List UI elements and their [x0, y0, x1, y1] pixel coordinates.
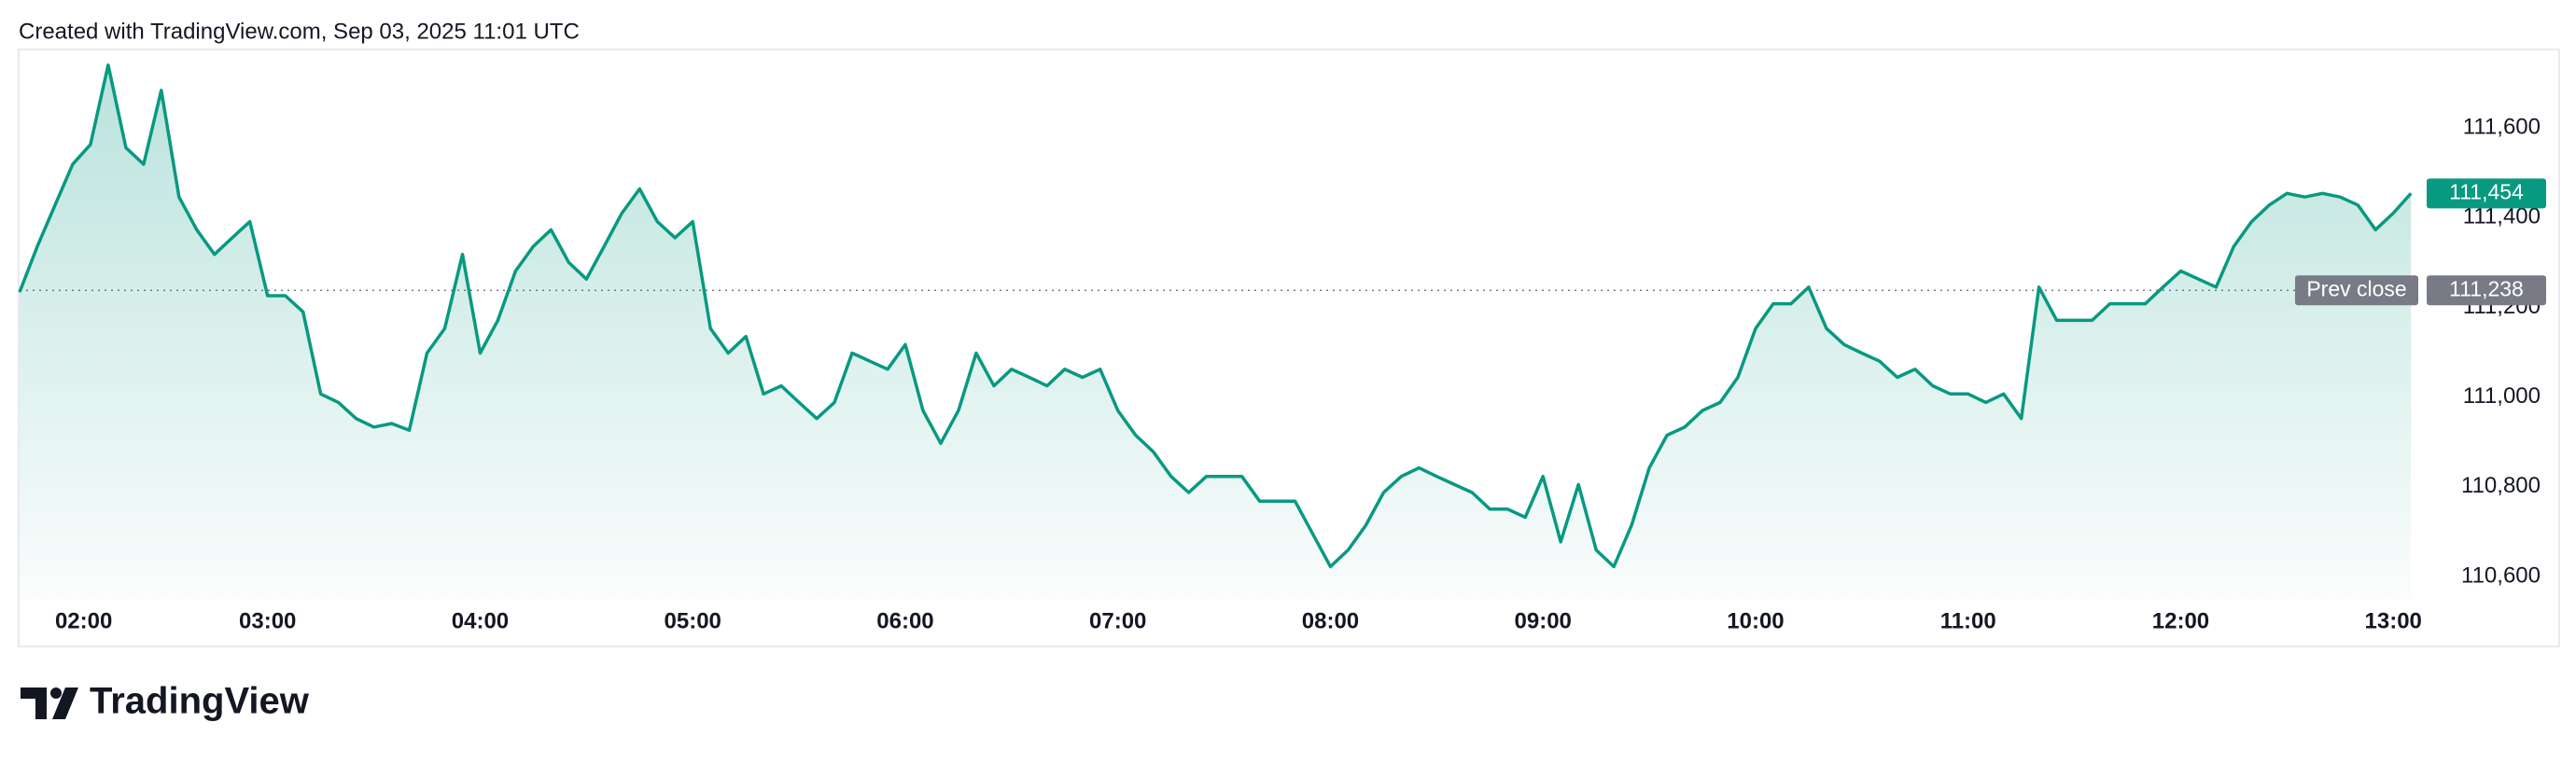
logo[interactable]: TradingView	[21, 681, 310, 722]
y-tick-label: 110,800	[2461, 473, 2541, 498]
x-tick-label: 10:00	[1727, 608, 1784, 633]
x-tick-label: 09:00	[1515, 608, 1572, 633]
last-price-tag	[2427, 178, 2546, 209]
x-tick-label: 02:00	[55, 608, 112, 633]
y-tick-label: 110,600	[2461, 563, 2541, 588]
y-tick-label: 111,600	[2463, 114, 2541, 139]
logo-icon	[21, 688, 47, 719]
prev-close-value: 111,238	[2449, 276, 2524, 300]
last-price-value: 111,454	[2449, 179, 2524, 203]
prev-close-value-tag	[2427, 275, 2546, 306]
x-tick-label: 04:00	[452, 608, 509, 633]
price-line	[18, 63, 2413, 569]
x-tick-label: 11:00	[1940, 608, 1996, 633]
x-tick-label: 06:00	[876, 608, 933, 633]
chart-frame	[18, 49, 2560, 647]
x-tick-label: 13:00	[2365, 608, 2422, 633]
prev-close-tag	[2295, 275, 2418, 306]
prev-close-text: Prev close	[2306, 276, 2406, 300]
logo-text: TradingView	[90, 681, 310, 722]
logo-icon	[52, 688, 78, 719]
x-tick-label: 05:00	[665, 608, 721, 633]
header-text: Created with TradingView.com, Sep 03, 20…	[19, 19, 580, 44]
x-tick-label: 12:00	[2152, 608, 2209, 633]
x-tick-label: 07:00	[1089, 608, 1146, 633]
x-tick-label: 08:00	[1302, 608, 1359, 633]
logo-icon	[50, 688, 62, 699]
x-tick-label: 03:00	[239, 608, 296, 633]
y-tick-label: 111,000	[2463, 383, 2541, 409]
area-fill	[20, 64, 2412, 600]
